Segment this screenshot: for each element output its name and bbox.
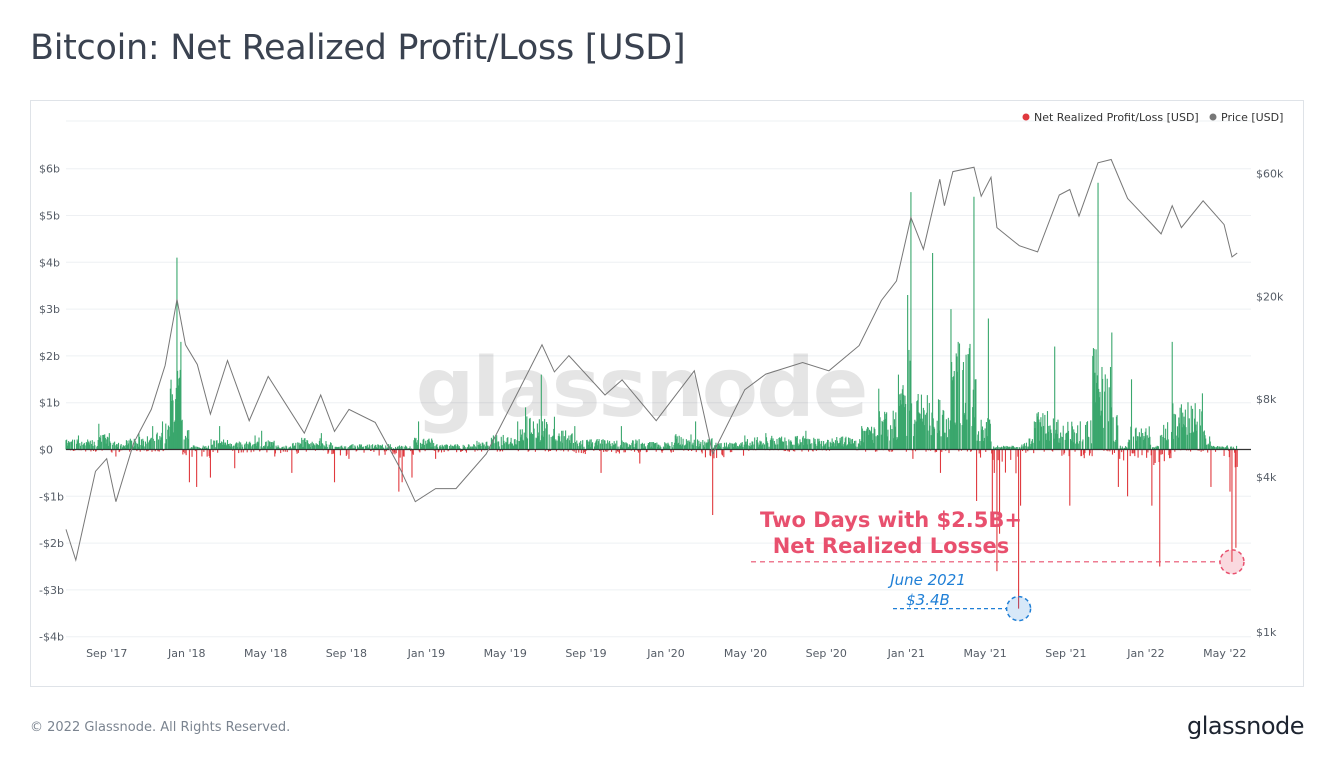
x-tick-label: Sep '20: [806, 647, 847, 660]
x-tick-label: May '21: [963, 647, 1006, 660]
x-tick-label: Jan '20: [646, 647, 684, 660]
x-tick-label: May '18: [244, 647, 287, 660]
y-tick-label: -$3b: [39, 584, 64, 597]
chart-panel: $6b $5b $4b $3b $2b $1b $0 -$1b -$2b -$3b -$4b $60k…: [30, 100, 1304, 687]
chart[interactable]: $6b $5b $4b $3b $2b $1b $0 -$1b -$2b -$3b -$4b $60k…: [31, 101, 1303, 686]
y-tick-label: $3b: [39, 303, 60, 316]
annotation-text-blue-2: $3.4B: [906, 591, 950, 609]
annotation-marker-pink: [1219, 549, 1245, 575]
x-tick-label: Sep '17: [86, 647, 127, 660]
x-tick-label: May '20: [724, 647, 767, 660]
x-tick-label: Jan '19: [407, 647, 445, 660]
y-tick-label: $0: [39, 444, 53, 457]
x-tick-label: May '22: [1203, 647, 1246, 660]
page-title: Bitcoin: Net Realized Profit/Loss [USD]: [30, 28, 686, 68]
watermark: glassnode: [416, 341, 867, 436]
y-tick-label: -$2b: [39, 537, 64, 550]
y-tick-label: $4b: [39, 256, 60, 269]
annotation-text-blue-1: June 2021: [887, 571, 966, 589]
legend-label-pnl: Net Realized Profit/Loss [USD]: [1034, 111, 1199, 124]
copyright: © 2022 Glassnode. All Rights Reserved.: [30, 720, 291, 735]
legend-swatch-price: [1209, 113, 1217, 121]
y-tick-label: $1b: [39, 397, 60, 410]
y-tick-label: -$4b: [39, 631, 64, 644]
x-tick-label: May '19: [484, 647, 527, 660]
y2-tick-label: $1k: [1256, 626, 1277, 639]
x-tick-label: Sep '21: [1045, 647, 1086, 660]
legend-swatch-pnl: [1022, 113, 1030, 121]
y-tick-label: -$1b: [39, 490, 64, 503]
y-tick-label: $5b: [39, 210, 60, 223]
legend-label-price: Price [USD]: [1221, 111, 1283, 124]
x-tick-label: Jan '22: [1126, 647, 1164, 660]
y2-tick-label: $20k: [1256, 291, 1284, 304]
y2-tick-label: $60k: [1256, 168, 1284, 181]
annotation-marker-blue: [1005, 595, 1032, 622]
x-tick-label: Jan '21: [887, 647, 925, 660]
x-tick-label: Sep '19: [565, 647, 606, 660]
y2-tick-label: $8k: [1256, 393, 1277, 406]
price-line: [65, 158, 1238, 563]
annotation-text-pink-2: Net Realized Losses: [773, 534, 1010, 558]
y-tick-label: $6b: [39, 163, 60, 176]
x-tick-label: Jan '18: [167, 647, 205, 660]
brand-logo[interactable]: glassnode: [1186, 712, 1305, 740]
y2-tick-label: $4k: [1256, 471, 1277, 484]
y-tick-label: $2b: [39, 350, 60, 363]
annotation-text-pink-1: Two Days with $2.5B+: [760, 508, 1022, 532]
x-tick-label: Sep '18: [326, 647, 367, 660]
